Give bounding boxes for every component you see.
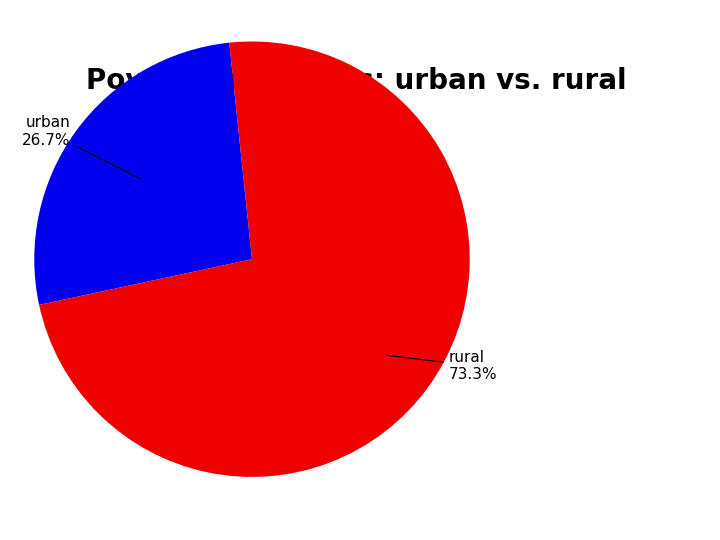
Text: urban
26.7%: urban 26.7% [22, 115, 140, 179]
Text: rural
73.3%: rural 73.3% [387, 349, 498, 382]
Wedge shape [39, 42, 469, 477]
Wedge shape [35, 43, 252, 305]
Text: Poverty indicators: urban vs. rural: Poverty indicators: urban vs. rural [86, 67, 627, 95]
